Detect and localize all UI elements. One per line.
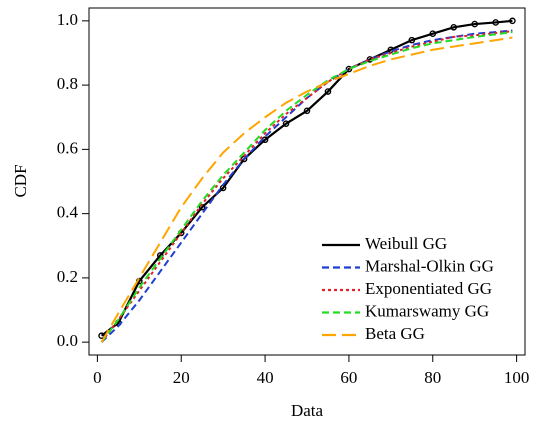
- data-point: [408, 36, 416, 44]
- data-point: [471, 20, 478, 28]
- series-line: [100, 31, 513, 343]
- data-point: [492, 19, 499, 26]
- legend-label: Exponentiated GG: [365, 279, 492, 298]
- data-point: [303, 107, 311, 115]
- data-point: [509, 17, 516, 25]
- legend-label: Beta GG: [365, 324, 425, 343]
- x-tick-label: 60: [340, 368, 357, 387]
- data-point: [282, 120, 290, 127]
- series-line: [100, 36, 513, 343]
- y-tick-label: 0.8: [57, 74, 78, 93]
- x-tick-label: 100: [504, 368, 530, 387]
- x-axis-title: Data: [291, 401, 324, 420]
- y-tick-label: 0.2: [57, 267, 78, 286]
- legend-label: Weibull GG: [365, 234, 447, 253]
- y-tick-label: 0.4: [57, 203, 79, 222]
- x-tick-label: 0: [93, 368, 102, 387]
- x-tick-label: 40: [257, 368, 274, 387]
- data-point: [450, 23, 458, 31]
- legend-label: Marshal-Olkin GG: [365, 256, 494, 275]
- y-axis-title: CDF: [11, 164, 30, 197]
- series-line: [100, 30, 513, 343]
- x-tick-label: 80: [424, 368, 441, 387]
- y-tick-label: 0.0: [57, 331, 78, 350]
- data-point: [429, 30, 437, 38]
- x-tick-label: 20: [173, 368, 190, 387]
- data-point: [324, 88, 332, 95]
- plot-frame: [88, 7, 526, 356]
- y-tick-label: 1.0: [57, 10, 78, 29]
- legend-label: Kumarswamy GG: [365, 301, 489, 320]
- y-tick-label: 0.6: [57, 138, 78, 157]
